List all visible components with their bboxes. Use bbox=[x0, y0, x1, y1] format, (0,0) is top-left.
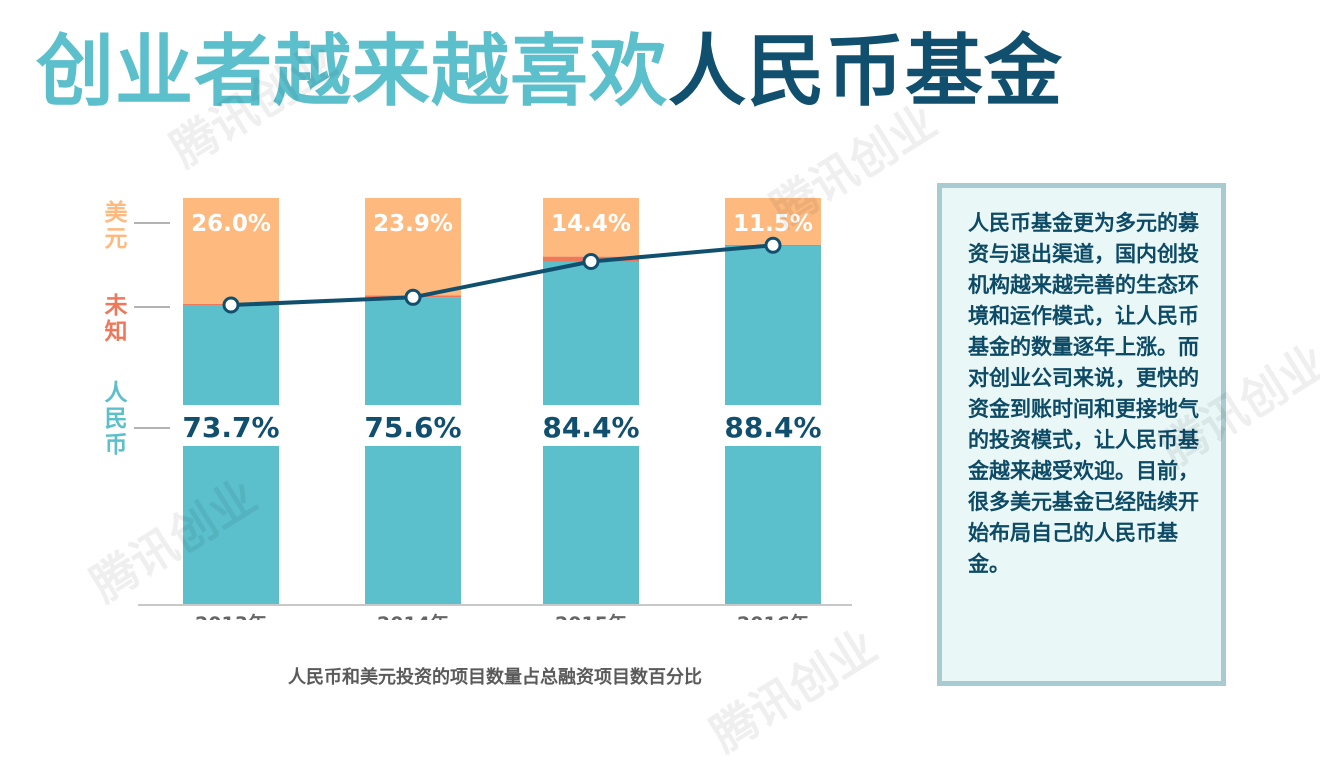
x-tick-label: 2013年 bbox=[195, 612, 267, 620]
rmb-label-band bbox=[725, 405, 821, 446]
description-box: 人民币基金更为多元的募资与退出渠道，国内创投机构越来越完善的生态环境和运作模式，… bbox=[937, 183, 1226, 686]
x-tick-label: 2016年 bbox=[737, 612, 809, 620]
stacked-bar-chart: 73.7% 26.0% 2013年 75.6% 23.9% 2014年 84.4% 14.4%… bbox=[105, 198, 852, 620]
bar-usd bbox=[183, 198, 279, 304]
page-title: 创业者越来越喜欢人民币基金 bbox=[36, 22, 1063, 122]
data-label-usd: 26.0% bbox=[191, 211, 271, 237]
trend-point bbox=[764, 236, 782, 254]
rmb-label-band bbox=[365, 405, 461, 446]
data-label-usd: 23.9% bbox=[373, 211, 453, 237]
chart-caption: 人民币和美元投资的项目数量占总融资项目数百分比 bbox=[288, 667, 702, 688]
bar-rmb bbox=[183, 305, 279, 605]
trend-point bbox=[404, 288, 422, 306]
trend-point bbox=[222, 296, 240, 314]
rmb-label-band bbox=[543, 405, 639, 446]
data-label-rmb: 73.7% bbox=[182, 411, 279, 444]
data-label-usd: 14.4% bbox=[551, 211, 631, 237]
legend-label-rmb: 币 bbox=[105, 432, 128, 458]
legend-label-unknown: 未 bbox=[105, 293, 128, 319]
bar-rmb bbox=[365, 297, 461, 605]
x-tick-label: 2015年 bbox=[555, 612, 627, 620]
rmb-label-band bbox=[183, 405, 279, 446]
trend-line bbox=[230, 243, 774, 308]
title-part-dark: 人民币基金 bbox=[668, 27, 1064, 117]
legend-label-usd: 元 bbox=[105, 226, 128, 252]
x-tick-label: 2014年 bbox=[377, 612, 449, 620]
data-label-usd: 11.5% bbox=[733, 211, 813, 237]
legend-label-rmb: 人 bbox=[105, 380, 129, 406]
data-label-rmb: 75.6% bbox=[364, 411, 461, 444]
legend-label-rmb: 民 bbox=[105, 406, 128, 432]
bar-usd bbox=[543, 198, 639, 257]
legend-label-unknown: 知 bbox=[105, 318, 128, 345]
bar-usd bbox=[365, 198, 461, 296]
trend-point bbox=[582, 252, 600, 270]
title-part-light: 创业者越来越喜欢 bbox=[36, 27, 669, 117]
legend-label-usd: 美 bbox=[105, 199, 128, 226]
data-label-rmb: 88.4% bbox=[724, 411, 821, 444]
description-text: 人民币基金更为多元的募资与退出渠道，国内创投机构越来越完善的生态环境和运作模式，… bbox=[968, 211, 1199, 576]
data-label-rmb: 84.4% bbox=[542, 411, 639, 444]
